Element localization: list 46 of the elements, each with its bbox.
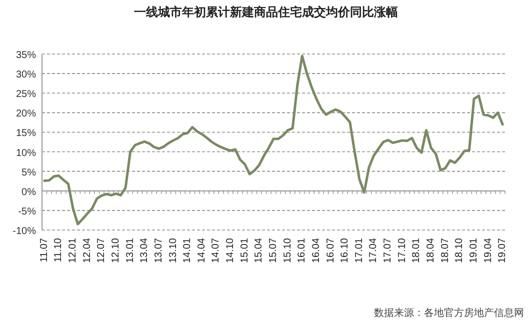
- x-tick-label: 19.07: [497, 238, 508, 264]
- y-tick-label: 25%: [16, 89, 36, 100]
- x-tick-label: 15.04: [254, 238, 265, 264]
- y-tick-label: 5%: [22, 167, 36, 178]
- x-tick-label: 17.01: [354, 238, 365, 264]
- y-tick-label: 15%: [16, 128, 36, 140]
- x-tick-label: 13.10: [168, 238, 179, 264]
- x-tick-label: 19.01: [468, 238, 480, 264]
- x-tick-label: 13.01: [124, 238, 136, 264]
- x-tick-label: 19.04: [482, 238, 494, 264]
- x-tick-label: 11.07: [38, 238, 50, 262]
- chart-title: 一线城市年初累计新建商品住宅成交均价同比涨幅: [134, 5, 398, 19]
- x-tick-label: 16.04: [310, 238, 322, 264]
- x-tick-label: 15.10: [282, 238, 294, 264]
- x-tick-label: 18.04: [426, 238, 437, 264]
- x-tick-label: 15.01: [239, 238, 250, 264]
- x-tick-label: 13.04: [139, 238, 150, 264]
- x-tick-label: 12.01: [68, 238, 79, 264]
- y-tick-label: 0%: [22, 186, 36, 198]
- x-tick-label: 12.10: [110, 238, 122, 264]
- x-tick-label: 18.10: [454, 238, 466, 264]
- x-tick-label: 14.07: [210, 238, 222, 264]
- x-tick-label: 12.04: [82, 238, 93, 264]
- x-tick-label: 18.07: [440, 238, 451, 264]
- y-tick-label: 35%: [16, 50, 36, 61]
- x-tick-label: 14.01: [182, 238, 194, 264]
- y-tick-label: -10%: [12, 226, 36, 237]
- x-tick-label: 16.01: [296, 238, 308, 264]
- x-tick-label: 18.01: [411, 238, 422, 264]
- y-tick-label: 30%: [16, 70, 36, 81]
- x-tick-label: 15.07: [268, 238, 279, 264]
- x-tick-label: 14.10: [225, 238, 236, 264]
- x-tick-label: 17.07: [382, 238, 394, 264]
- source-note: 数据来源：各地官方房地产信息网: [374, 307, 524, 319]
- y-tick-label: 10%: [16, 148, 36, 159]
- x-tick-label: 12.07: [96, 238, 108, 264]
- x-tick-label: 17.04: [368, 238, 380, 264]
- x-tick-label: 17.10: [396, 238, 408, 264]
- x-tick-label: 16.10: [340, 238, 351, 264]
- x-tick-label: 13.07: [153, 238, 164, 264]
- x-tick-label: 16.07: [325, 238, 336, 264]
- y-tick-label: -5%: [18, 206, 36, 218]
- x-tick-label: 14.04: [196, 238, 208, 264]
- y-tick-label: 20%: [16, 108, 36, 120]
- x-tick-label: 11.10: [53, 238, 64, 262]
- line-series: [43, 54, 504, 226]
